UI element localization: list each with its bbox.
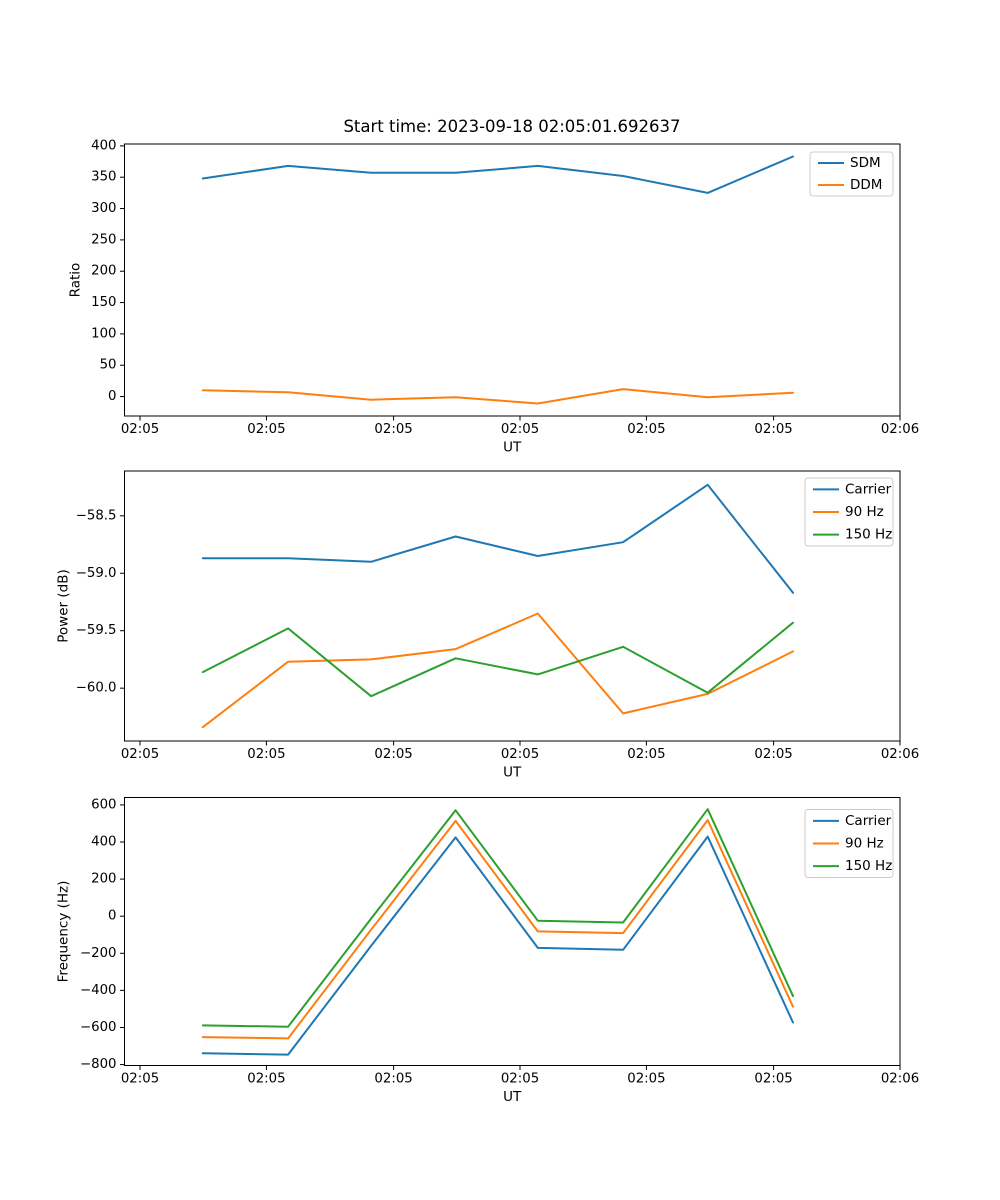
y-tick-label-frequency: 0	[108, 909, 116, 924]
legend-label-150-hz: 150 Hz	[845, 527, 892, 543]
line-90-hz-power	[201, 612, 794, 729]
ylabel-power: Power (dB)	[56, 569, 72, 642]
legend-label-150-hz: 150 Hz	[845, 858, 892, 874]
figure-title: Start time: 2023-09-18 02:05:01.692637	[343, 117, 681, 136]
y-tick-label-frequency: 200	[91, 872, 116, 887]
x-tick-label-frequency: 02:05	[627, 1071, 665, 1086]
x-tick-label-power: 02:05	[247, 747, 285, 762]
legend-label-sdm: SDM	[850, 155, 881, 171]
xlabel-ratio: UT	[503, 440, 522, 456]
y-tick-label-ratio: 250	[91, 232, 116, 247]
y-tick-label-frequency: −400	[80, 983, 117, 998]
y-tick-label-frequency: 600	[91, 797, 116, 812]
y-tick-label-power: −58.5	[76, 508, 117, 523]
y-tick-label-ratio: 100	[91, 326, 116, 341]
legend-box-frequency	[804, 809, 894, 878]
line-150-hz-frequency	[201, 808, 794, 1028]
x-tick-label-frequency: 02:05	[121, 1071, 159, 1086]
x-tick-label-ratio: 02:05	[121, 422, 159, 437]
x-tick-label-frequency: 02:05	[374, 1071, 412, 1086]
x-tick-label-frequency: 02:05	[501, 1071, 539, 1086]
x-tick-label-power: 02:05	[374, 747, 412, 762]
xlabel-power: UT	[503, 765, 522, 781]
y-tick-label-power: −60.0	[76, 681, 117, 696]
axes-frame-power	[124, 470, 901, 742]
x-tick-label-ratio: 02:05	[247, 422, 285, 437]
x-tick-label-power: 02:05	[501, 747, 539, 762]
y-tick-label-frequency: −200	[80, 946, 117, 961]
x-tick-label-power: 02:05	[121, 747, 159, 762]
axes-frame-ratio	[124, 143, 901, 417]
axes-frame-frequency	[124, 797, 901, 1066]
line-ddm-ratio	[201, 388, 794, 405]
y-tick-label-ratio: 400	[91, 138, 116, 153]
x-tick-label-ratio: 02:05	[627, 422, 665, 437]
y-tick-label-ratio: 350	[91, 170, 116, 185]
line-carrier-frequency	[201, 835, 794, 1056]
legend-label-ddm: DDM	[850, 177, 882, 193]
y-tick-label-ratio: 0	[108, 389, 116, 404]
ylabel-frequency: Frequency (Hz)	[56, 881, 72, 983]
y-tick-label-power: −59.0	[76, 566, 117, 581]
line-150-hz-power	[201, 621, 794, 698]
y-tick-label-power: −59.5	[76, 623, 117, 638]
y-tick-label-frequency: 400	[91, 835, 116, 850]
y-tick-label-frequency: −800	[80, 1057, 117, 1072]
y-tick-label-ratio: 200	[91, 264, 116, 279]
x-tick-label-frequency: 02:05	[754, 1071, 792, 1086]
legend-label-carrier: Carrier	[845, 481, 892, 497]
x-tick-label-ratio: 02:05	[754, 422, 792, 437]
y-tick-label-frequency: −600	[80, 1020, 117, 1035]
y-tick-label-ratio: 300	[91, 201, 116, 216]
x-tick-label-power: 02:05	[627, 747, 665, 762]
legend-label-carrier: Carrier	[845, 813, 892, 829]
ylabel-ratio: Ratio	[68, 263, 84, 298]
x-tick-label-ratio: 02:06	[881, 422, 919, 437]
line-carrier-power	[201, 483, 794, 594]
line-90-hz-frequency	[201, 819, 794, 1040]
legend-label-90-hz: 90 Hz	[845, 836, 884, 852]
xlabel-frequency: UT	[503, 1089, 522, 1105]
y-tick-label-ratio: 50	[100, 358, 117, 373]
x-tick-label-ratio: 02:05	[501, 422, 539, 437]
y-tick-label-ratio: 150	[91, 295, 116, 310]
x-tick-label-power: 02:05	[754, 747, 792, 762]
legend-box-power	[804, 477, 894, 547]
x-tick-label-frequency: 02:06	[881, 1071, 919, 1086]
legend-label-90-hz: 90 Hz	[845, 504, 884, 520]
x-tick-label-frequency: 02:05	[247, 1071, 285, 1086]
line-sdm-ratio	[201, 155, 794, 194]
x-tick-label-power: 02:06	[881, 747, 919, 762]
x-tick-label-ratio: 02:05	[374, 422, 412, 437]
